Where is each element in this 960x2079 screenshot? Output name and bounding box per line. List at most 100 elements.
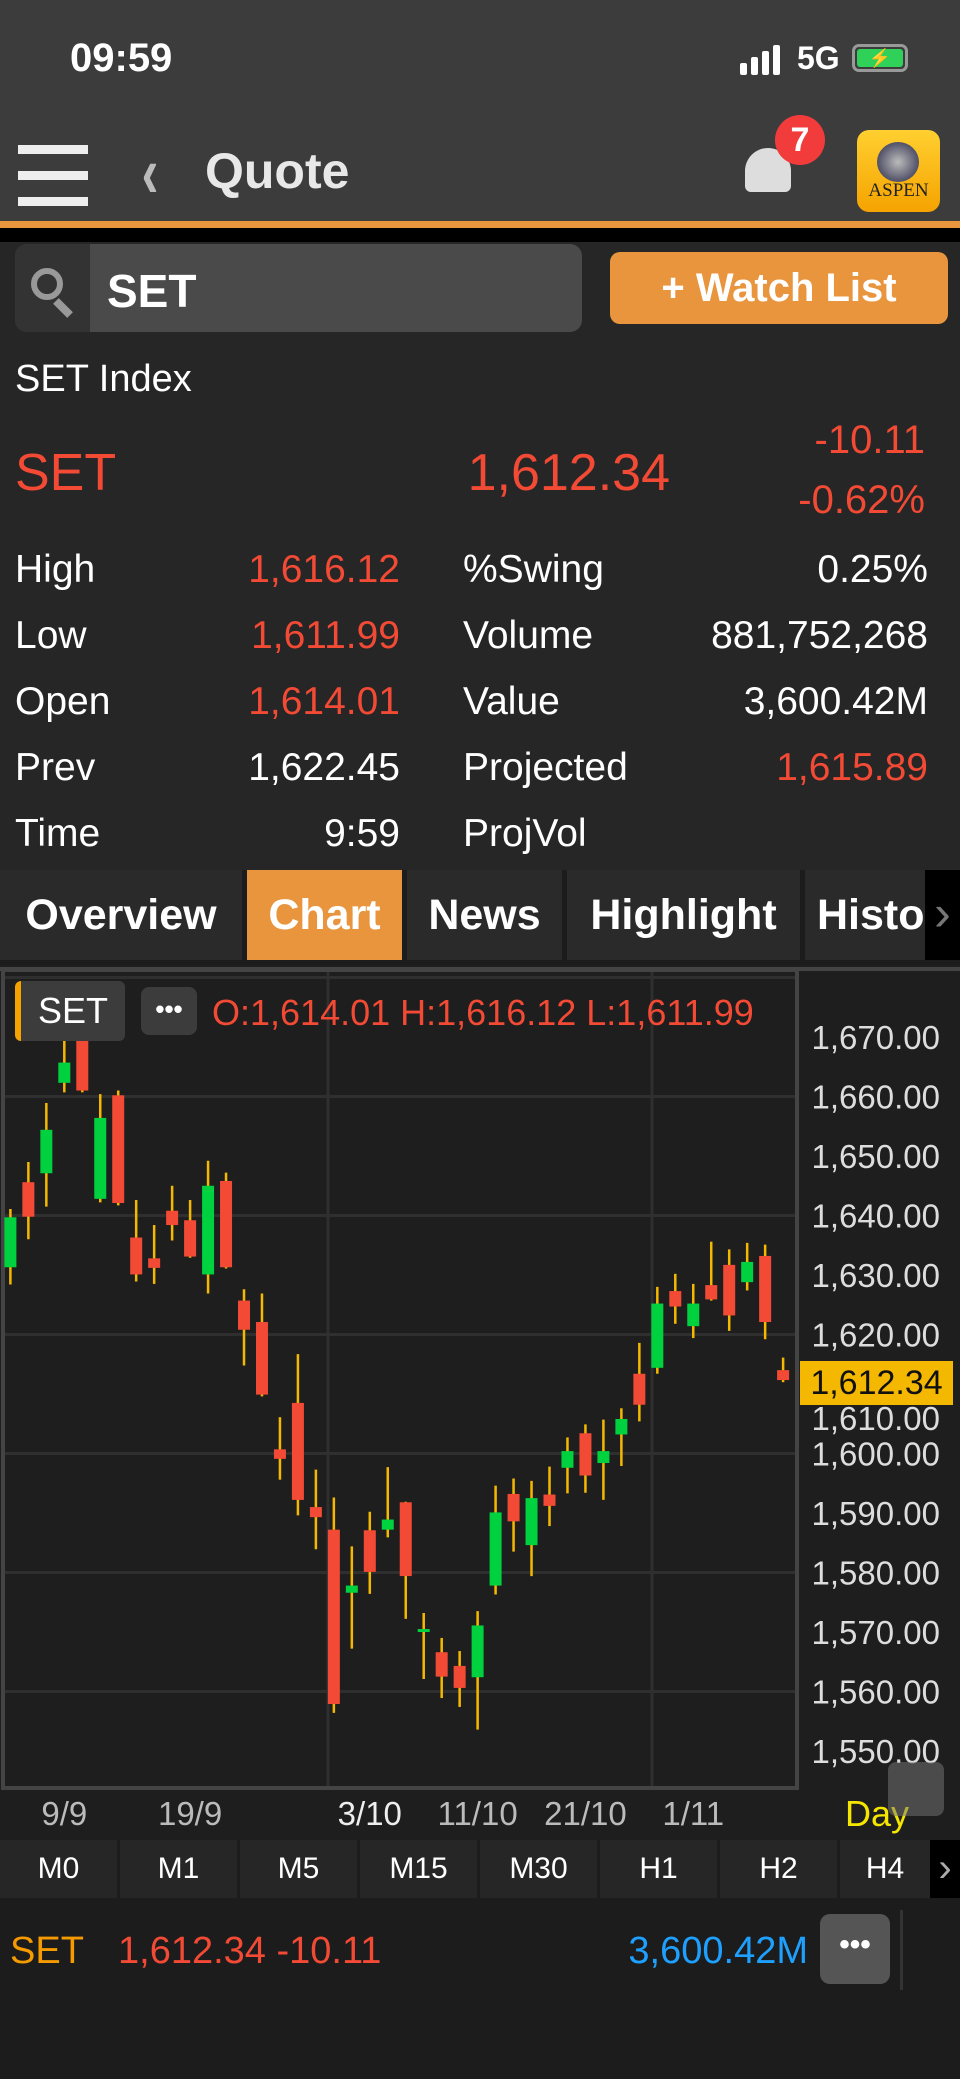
candle-body bbox=[255, 1322, 268, 1395]
candle-body bbox=[399, 1502, 412, 1577]
ohlc-readout: O:1,614.01 H:1,616.12 L:1,611.99 bbox=[212, 992, 754, 1033]
candle bbox=[561, 1437, 574, 1494]
status-time: 09:59 bbox=[70, 36, 173, 80]
candle-body bbox=[273, 1449, 286, 1459]
candle-body bbox=[435, 1652, 448, 1677]
stat-row: High 1,616.12 %Swing 0.25% bbox=[0, 548, 960, 608]
candle-body bbox=[489, 1512, 502, 1586]
candle-body bbox=[615, 1418, 628, 1435]
stat-label: ProjVol bbox=[463, 812, 587, 855]
y-tick-label: 1,570.00 bbox=[812, 1614, 940, 1651]
security-name: SET Index bbox=[15, 358, 192, 400]
candle bbox=[220, 1172, 233, 1269]
candle-body bbox=[669, 1291, 682, 1307]
candle-body bbox=[417, 1629, 430, 1633]
candle-body bbox=[40, 1129, 53, 1174]
page-title: Quote bbox=[205, 143, 350, 199]
tab-bar: Overview Chart News Highlight Histor bbox=[0, 870, 925, 960]
search-icon bbox=[15, 244, 90, 332]
stat-label: High bbox=[15, 548, 96, 591]
candle-body bbox=[687, 1303, 700, 1327]
aspen-logo[interactable]: ASPEN bbox=[857, 130, 940, 212]
tab-news[interactable]: News bbox=[407, 870, 562, 960]
candle bbox=[651, 1286, 664, 1374]
candle bbox=[399, 1501, 412, 1619]
candle bbox=[238, 1289, 251, 1366]
candle bbox=[148, 1225, 161, 1284]
stat-label: Low bbox=[15, 614, 87, 657]
timeframe-h1[interactable]: H1 bbox=[600, 1840, 720, 1898]
candle bbox=[705, 1241, 718, 1301]
x-tick-label: 19/9 bbox=[158, 1795, 222, 1832]
timeframe-m30[interactable]: M30 bbox=[480, 1840, 600, 1898]
x-tick-label: 9/9 bbox=[41, 1795, 87, 1832]
candle bbox=[327, 1497, 340, 1713]
candle-body bbox=[363, 1530, 376, 1572]
candle bbox=[615, 1408, 628, 1466]
back-chevron-icon[interactable]: ‹ bbox=[141, 133, 159, 213]
tab-highlight[interactable]: Highlight bbox=[567, 870, 800, 960]
add-watch-list-button[interactable]: + Watch List bbox=[610, 252, 948, 324]
y-tick-label: 1,560.00 bbox=[812, 1674, 940, 1711]
ticker-symbol[interactable]: SET bbox=[10, 1930, 84, 1972]
candle bbox=[273, 1417, 286, 1480]
ticker-price-change: 1,612.34 -10.11 bbox=[118, 1930, 382, 1972]
candle-body bbox=[184, 1220, 197, 1257]
candle bbox=[417, 1612, 430, 1680]
chart-symbol-chip[interactable]: SET bbox=[15, 981, 125, 1041]
candle bbox=[579, 1424, 592, 1493]
y-tick-label: 1,610.00 bbox=[812, 1400, 940, 1437]
candle bbox=[741, 1242, 754, 1291]
candle-body bbox=[94, 1117, 107, 1199]
timeframe-m5[interactable]: M5 bbox=[240, 1840, 360, 1898]
timeframe-m15[interactable]: M15 bbox=[360, 1840, 480, 1898]
stat-label: Projected bbox=[463, 746, 628, 789]
candle bbox=[112, 1090, 125, 1206]
stat-value: 881,752,268 bbox=[711, 614, 928, 657]
candle bbox=[255, 1293, 268, 1397]
candle-body bbox=[22, 1182, 35, 1217]
percent-change: -0.62% bbox=[798, 478, 925, 522]
candle bbox=[22, 1161, 35, 1240]
timeframe-h2[interactable]: H2 bbox=[720, 1840, 840, 1898]
tab-chart[interactable]: Chart bbox=[247, 870, 402, 960]
candle bbox=[4, 1208, 17, 1285]
y-tick-label: 1,660.00 bbox=[812, 1079, 940, 1116]
stat-row: Prev 1,622.45 Projected 1,615.89 bbox=[0, 746, 960, 806]
timeframe-h4[interactable]: H4 bbox=[840, 1840, 930, 1898]
candle bbox=[489, 1485, 502, 1595]
y-tick-label: 1,650.00 bbox=[812, 1138, 940, 1175]
candle-body bbox=[220, 1180, 233, 1268]
menu-icon[interactable] bbox=[18, 145, 88, 206]
timeframe-m1[interactable]: M1 bbox=[120, 1840, 240, 1898]
expand-icon[interactable] bbox=[888, 1762, 944, 1816]
stat-label: %Swing bbox=[463, 548, 604, 591]
candle-body bbox=[705, 1285, 718, 1300]
security-symbol: SET bbox=[15, 444, 117, 502]
candle bbox=[759, 1244, 772, 1340]
timeframe-m0[interactable]: M0 bbox=[0, 1840, 120, 1898]
candle bbox=[777, 1357, 790, 1383]
y-tick-label: 1,640.00 bbox=[812, 1198, 940, 1235]
quote-panel bbox=[0, 242, 960, 870]
y-tick-label: 1,670.00 bbox=[812, 1019, 940, 1056]
search-input[interactable]: SET bbox=[15, 244, 582, 332]
stat-value: 1,616.12 bbox=[248, 548, 400, 591]
candle-body bbox=[723, 1264, 736, 1316]
candle-body bbox=[76, 1032, 89, 1091]
y-tick-label: 1,620.00 bbox=[812, 1317, 940, 1354]
candle bbox=[291, 1354, 304, 1516]
candle-body bbox=[579, 1433, 592, 1476]
y-tick-label: 1,600.00 bbox=[812, 1436, 940, 1473]
candle-body bbox=[471, 1625, 484, 1678]
timeframe-scroll-right-icon[interactable]: › bbox=[930, 1840, 960, 1898]
candle-body bbox=[130, 1237, 143, 1275]
candle-body bbox=[597, 1451, 610, 1464]
tab-overview[interactable]: Overview bbox=[0, 870, 242, 960]
chart-more-icon[interactable]: ••• bbox=[141, 987, 197, 1035]
tab-history[interactable]: Histor bbox=[805, 870, 925, 960]
tabs-scroll-right-icon[interactable]: › bbox=[925, 870, 960, 960]
x-tick-label: 1/11 bbox=[662, 1795, 724, 1832]
candle-body bbox=[291, 1402, 304, 1500]
ticker-more-button[interactable]: ••• bbox=[820, 1914, 890, 1984]
